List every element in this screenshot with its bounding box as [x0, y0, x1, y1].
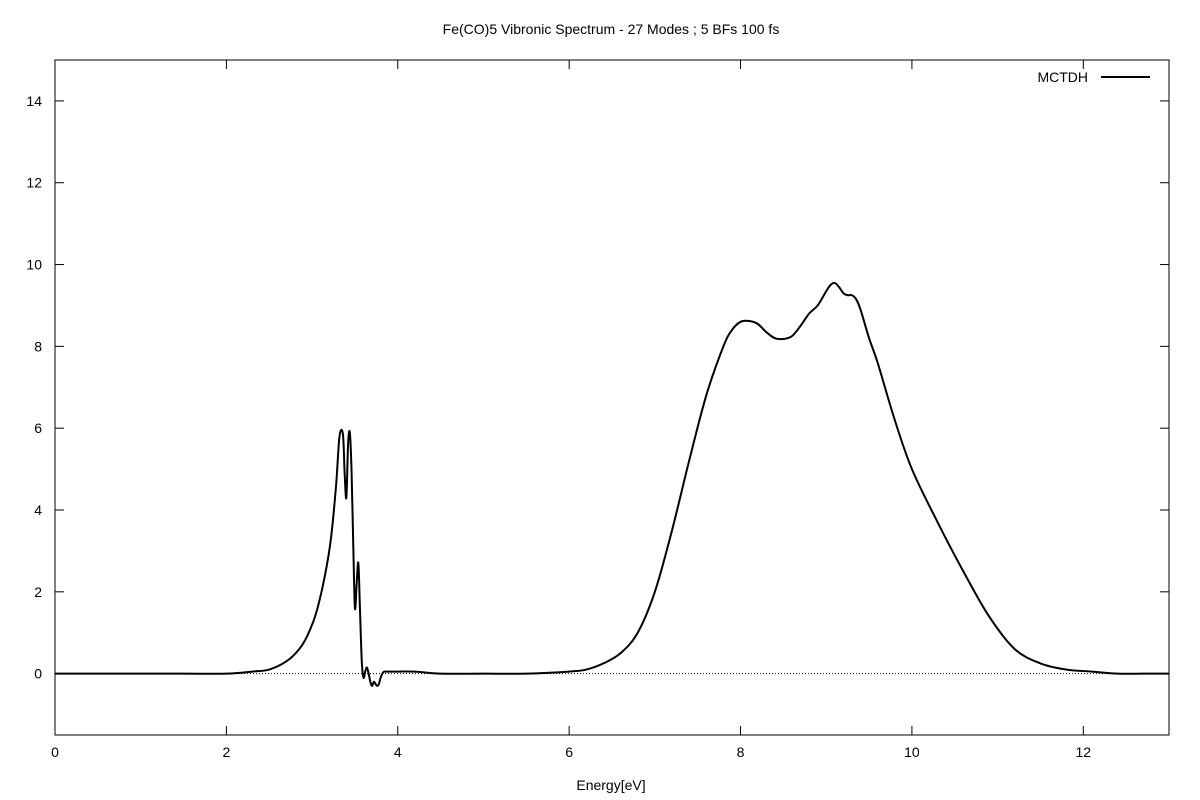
y-tick-label: 4: [34, 502, 42, 518]
x-axis-label: Energy[eV]: [576, 777, 645, 793]
x-tick-label: 4: [394, 744, 402, 760]
x-tick-label: 8: [737, 744, 745, 760]
x-tick-label: 12: [1076, 744, 1092, 760]
y-tick-label: 6: [34, 420, 42, 436]
series-line-mctdh: [55, 281, 1169, 687]
y-tick-label: 8: [34, 338, 42, 354]
y-tick-label: 10: [26, 257, 42, 273]
x-tick-label: 6: [565, 744, 573, 760]
x-tick-label: 0: [51, 744, 59, 760]
y-tick-label: 0: [34, 666, 42, 682]
x-axis-ticks: 0 2 4 6 8 10 12: [51, 60, 1091, 760]
series-layer: [55, 281, 1169, 687]
x-tick-label: 2: [222, 744, 230, 760]
x-tick-label: 10: [904, 744, 920, 760]
y-tick-label: 12: [26, 175, 42, 191]
chart-title: Fe(CO)5 Vibronic Spectrum - 27 Modes ; 5…: [443, 21, 780, 37]
legend-label-mctdh: MCTDH: [1037, 69, 1088, 85]
plot-frame: [54, 59, 1170, 736]
y-axis-ticks: 0 2 4 6 8 10 12 14: [26, 93, 1169, 682]
legend: MCTDH: [1037, 69, 1150, 85]
y-tick-label: 14: [26, 93, 42, 109]
y-tick-label: 2: [34, 584, 42, 600]
